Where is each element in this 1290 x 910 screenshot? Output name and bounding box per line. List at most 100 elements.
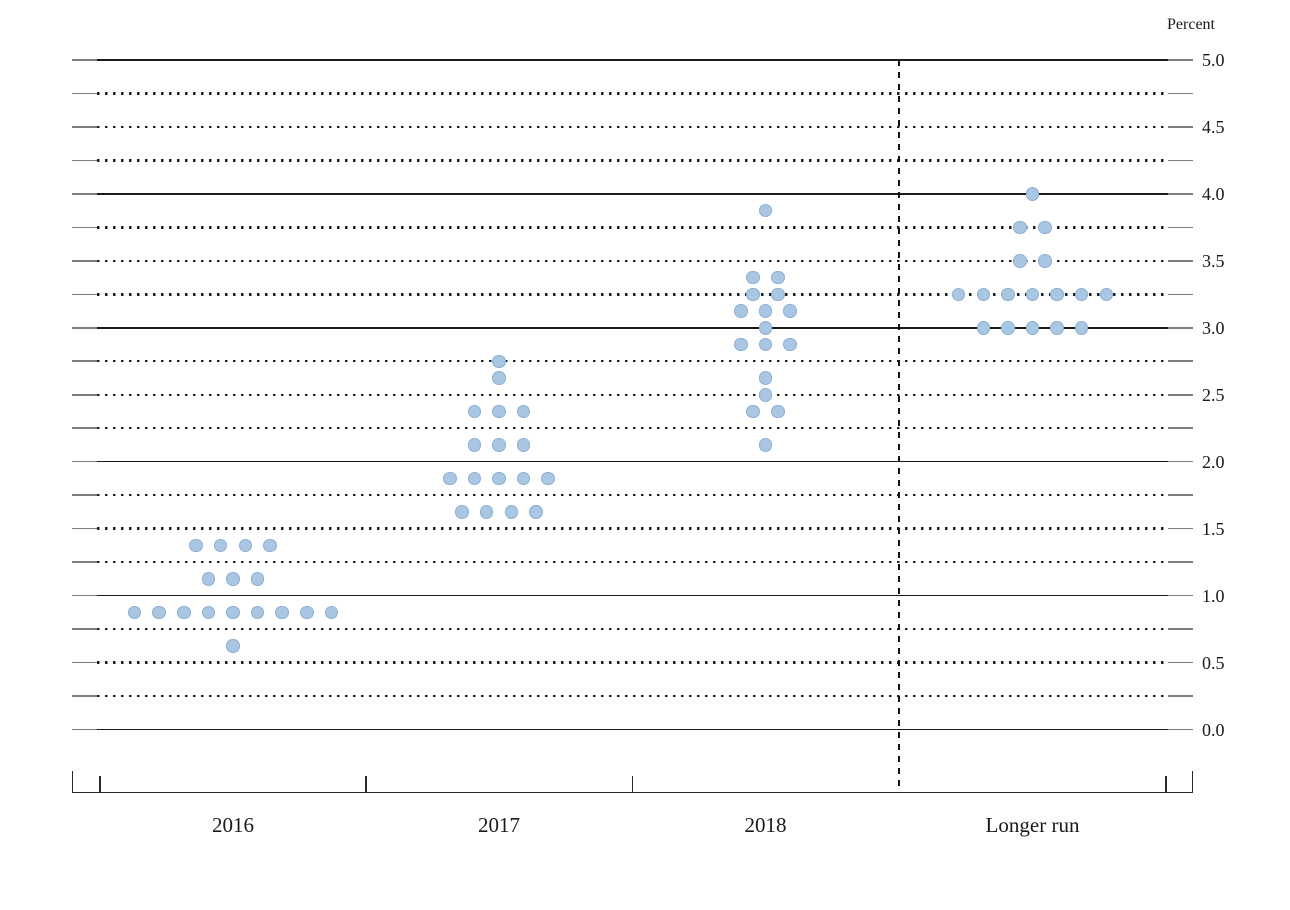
y-axis-unit-label: Percent bbox=[1167, 16, 1215, 33]
dot bbox=[783, 337, 797, 352]
gridline-left-cap bbox=[72, 226, 97, 229]
dot bbox=[734, 304, 748, 318]
gridline-right-cap bbox=[1168, 494, 1193, 496]
gridline-left-cap bbox=[72, 393, 97, 396]
dot bbox=[1050, 287, 1064, 302]
category-label-2016: 2016 bbox=[212, 813, 254, 837]
y-axis-tick-label: 3.5 bbox=[1202, 250, 1225, 271]
dot bbox=[152, 605, 166, 620]
gridline-left-cap bbox=[72, 594, 97, 597]
dot bbox=[201, 605, 216, 620]
gridline-dotted bbox=[97, 661, 1168, 664]
dot bbox=[201, 572, 216, 586]
dot bbox=[1074, 287, 1089, 302]
gridline-left-cap bbox=[72, 628, 97, 630]
category-label-2018: 2018 bbox=[744, 813, 787, 837]
gridline-dotted bbox=[97, 360, 1168, 363]
gridline-left-cap bbox=[72, 527, 97, 530]
gridline-right-cap bbox=[1168, 226, 1193, 229]
y-axis-tick-label: 0.5 bbox=[1202, 652, 1225, 673]
dot bbox=[1099, 287, 1114, 302]
gridline-dotted bbox=[97, 427, 1168, 430]
dot bbox=[226, 572, 240, 586]
dot bbox=[1025, 287, 1040, 302]
dot bbox=[127, 605, 142, 620]
gridline-dotted bbox=[97, 125, 1168, 129]
dot bbox=[1025, 321, 1040, 335]
dot bbox=[1038, 220, 1052, 235]
dot bbox=[492, 471, 506, 486]
dot bbox=[492, 438, 506, 452]
dot bbox=[1050, 321, 1064, 335]
gridline-right-cap bbox=[1168, 695, 1193, 697]
dot bbox=[479, 505, 494, 519]
gridline-dotted bbox=[97, 493, 1168, 497]
dot bbox=[758, 337, 773, 352]
dot bbox=[250, 572, 265, 586]
gridline-right-cap bbox=[1168, 293, 1193, 296]
gridline-right-cap bbox=[1168, 92, 1193, 95]
gridline-solid bbox=[97, 460, 1168, 463]
gridline-left-cap bbox=[72, 293, 97, 296]
dot bbox=[1013, 220, 1027, 235]
dot bbox=[324, 605, 339, 620]
gridline-right-cap bbox=[1168, 327, 1193, 329]
dot bbox=[746, 404, 760, 419]
dot bbox=[1038, 254, 1052, 268]
category-label-longer-run: Longer run bbox=[985, 813, 1080, 837]
dot bbox=[1025, 187, 1040, 201]
dot bbox=[951, 287, 966, 302]
dot bbox=[746, 270, 760, 285]
gridline-right-cap bbox=[1168, 561, 1193, 563]
dot bbox=[746, 287, 760, 302]
gridline-left-cap bbox=[72, 193, 97, 195]
dot bbox=[1001, 287, 1015, 302]
gridline-right-cap bbox=[1168, 260, 1193, 262]
y-axis-tick-label: 2.5 bbox=[1202, 384, 1225, 405]
dot bbox=[443, 471, 457, 486]
gridline-right-cap bbox=[1168, 460, 1193, 463]
dot bbox=[771, 270, 785, 285]
dot bbox=[455, 505, 469, 519]
dot bbox=[504, 505, 519, 519]
gridline-right-cap bbox=[1168, 594, 1193, 597]
dot bbox=[516, 438, 531, 452]
gridline-right-cap bbox=[1168, 59, 1193, 61]
gridline-dotted bbox=[97, 393, 1168, 396]
gridline-dotted bbox=[97, 259, 1168, 263]
gridline-right-cap bbox=[1168, 159, 1193, 162]
gridline-dotted bbox=[97, 694, 1168, 698]
gridline-solid bbox=[97, 327, 1168, 329]
longer-run-separator-line bbox=[897, 60, 900, 793]
dot bbox=[213, 538, 228, 553]
y-axis-tick-label: 4.0 bbox=[1202, 183, 1225, 204]
x-axis-tick bbox=[71, 770, 74, 793]
gridline-dotted bbox=[97, 293, 1168, 296]
x-axis-tick bbox=[365, 775, 367, 793]
dot bbox=[976, 321, 991, 335]
y-axis-tick-label: 4.5 bbox=[1202, 116, 1225, 137]
y-axis-tick-label: 3.0 bbox=[1202, 317, 1225, 338]
gridline-right-cap bbox=[1168, 126, 1193, 128]
gridline-dotted bbox=[97, 560, 1168, 564]
dot bbox=[541, 471, 555, 486]
dot bbox=[275, 605, 289, 620]
gridline-solid bbox=[97, 728, 1168, 731]
dot bbox=[238, 538, 253, 553]
gridline-right-cap bbox=[1168, 360, 1193, 363]
dot bbox=[516, 471, 531, 486]
gridline-left-cap bbox=[72, 427, 97, 430]
gridline-dotted bbox=[97, 527, 1168, 530]
gridline-left-cap bbox=[72, 728, 97, 731]
dot bbox=[1001, 321, 1015, 335]
gridline-dotted bbox=[97, 627, 1168, 631]
gridline-left-cap bbox=[72, 159, 97, 162]
gridline-left-cap bbox=[72, 92, 97, 95]
gridline-left-cap bbox=[72, 561, 97, 563]
gridline-right-cap bbox=[1168, 393, 1193, 396]
gridline-solid bbox=[97, 59, 1168, 61]
gridline-right-cap bbox=[1168, 427, 1193, 430]
dot bbox=[783, 304, 797, 318]
dot bbox=[758, 321, 773, 335]
gridline-solid bbox=[97, 594, 1168, 597]
